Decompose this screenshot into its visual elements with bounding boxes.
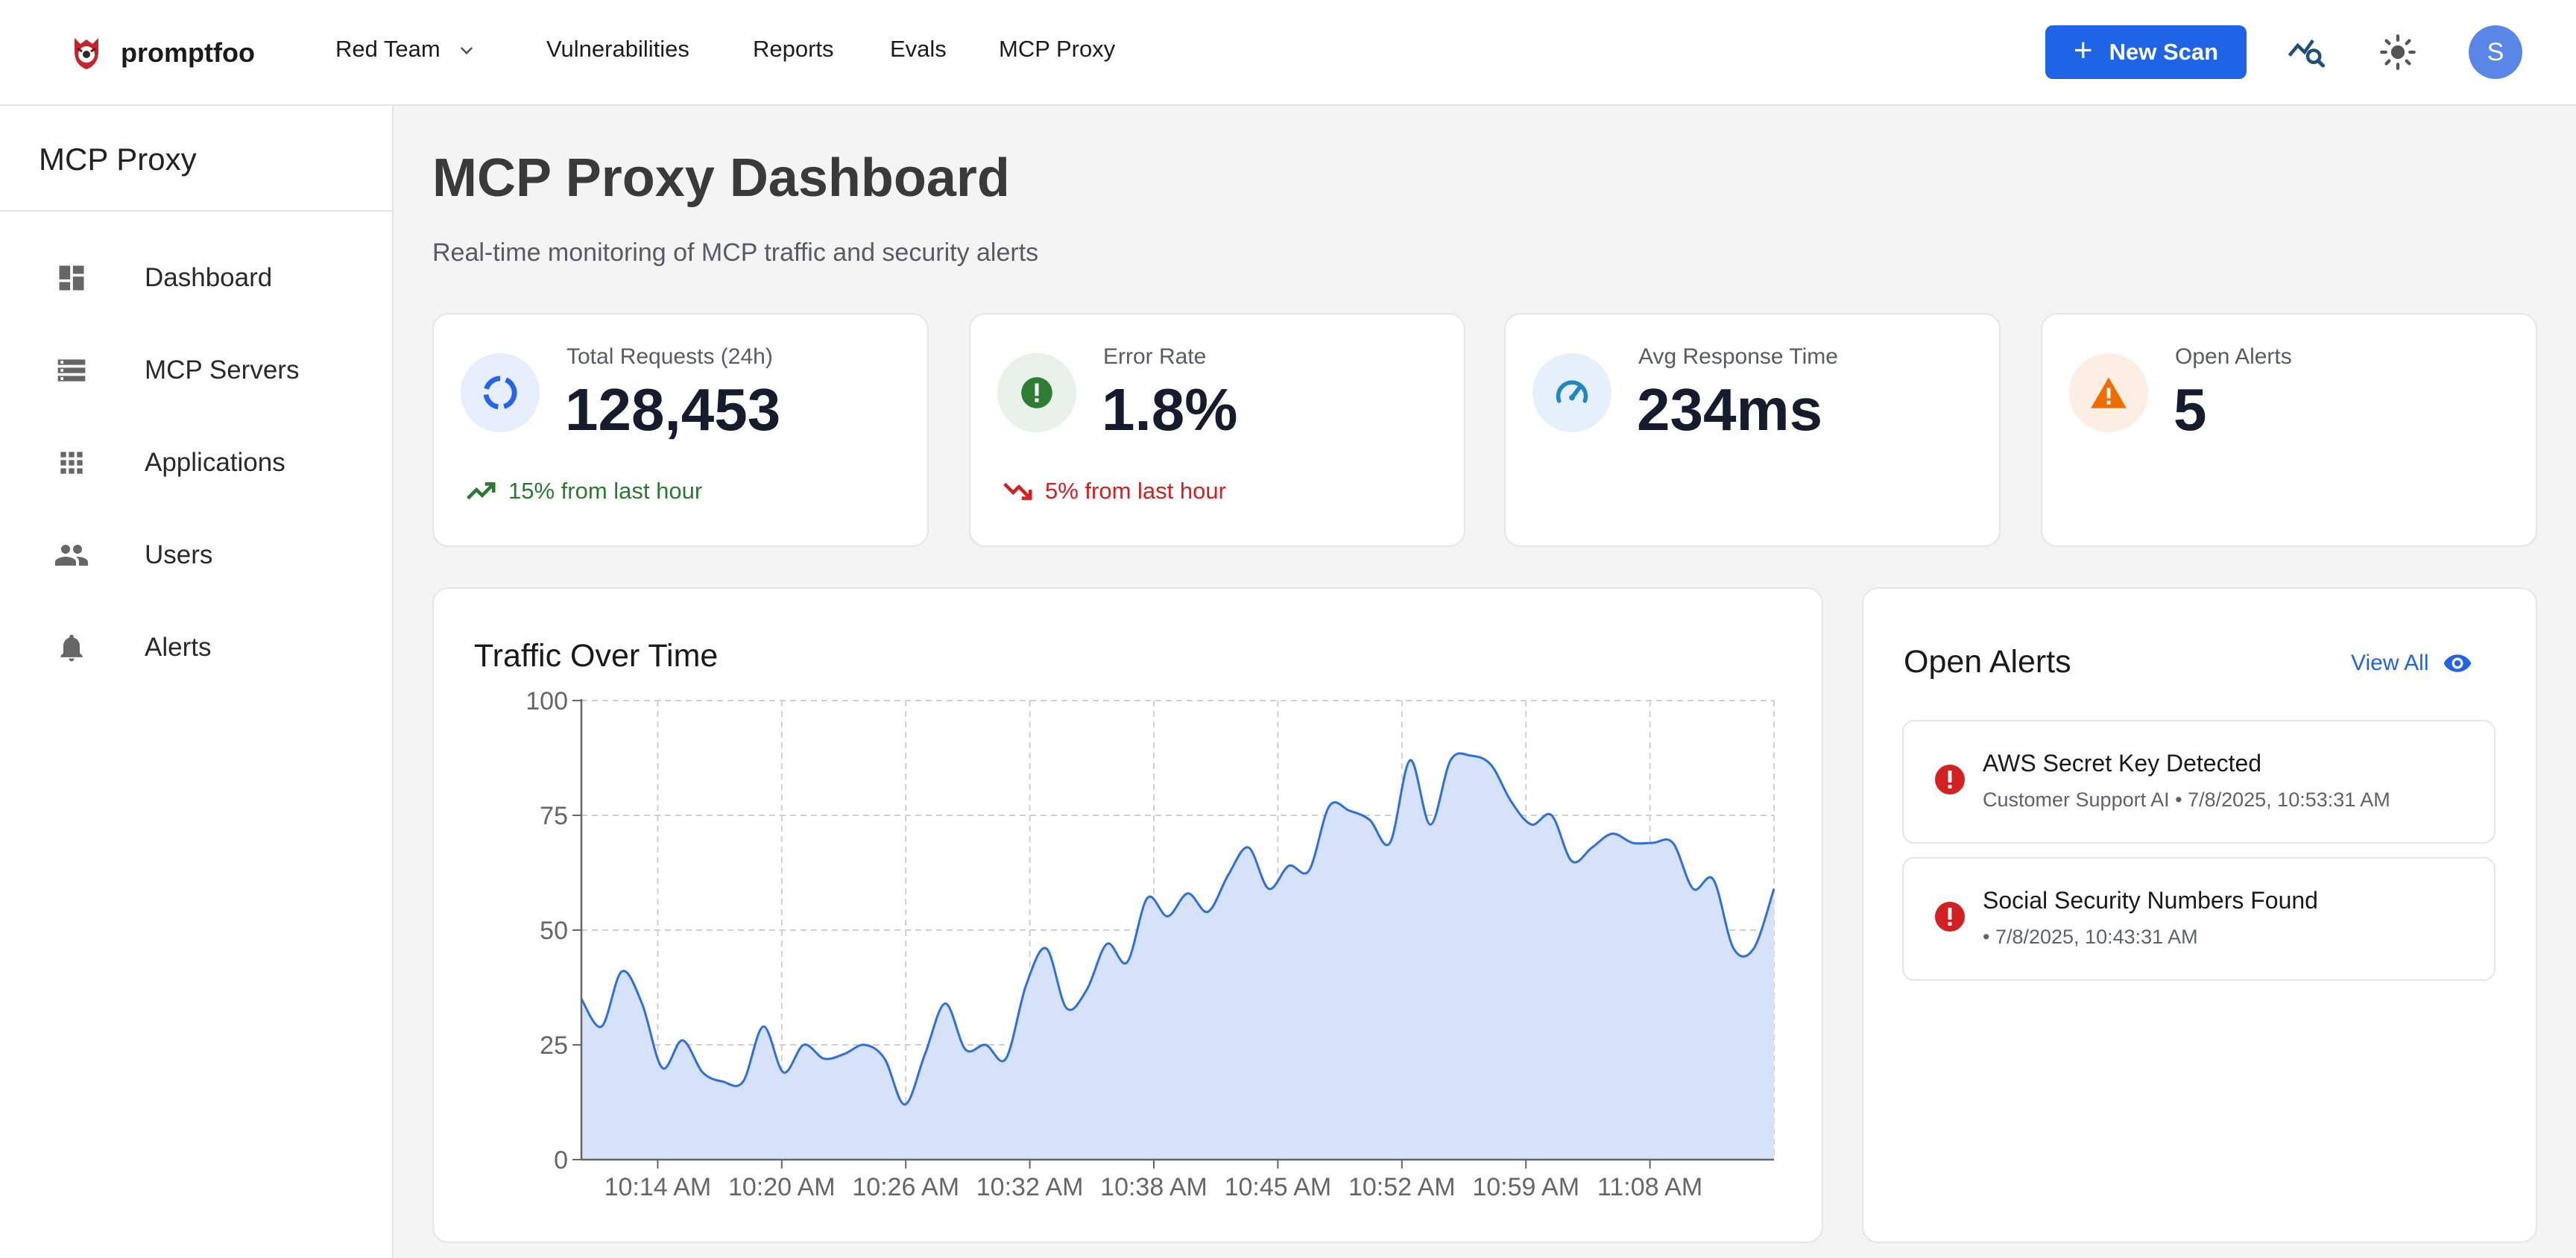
theme-toggle-button[interactable] <box>2373 27 2423 78</box>
sidebar-item-alerts[interactable]: Alerts <box>0 607 392 689</box>
chart-y-tick-label: 75 <box>540 802 568 830</box>
stat-trend-text: 15% from last hour <box>508 478 703 504</box>
sidebar-title: MCP Proxy <box>39 142 197 177</box>
sidebar-item-label: Alerts <box>145 633 212 662</box>
chart-title: Traffic Over Time <box>474 638 719 674</box>
chart-y-tick-label: 0 <box>554 1146 568 1175</box>
chart-x-tick-label: 10:32 AM <box>976 1173 1084 1201</box>
nav-vulnerabilities[interactable]: Vulnerabilities <box>546 36 689 62</box>
apps-grid-icon <box>54 445 89 481</box>
stat-trend-text: 5% from last hour <box>1045 478 1226 504</box>
stat-card-error-rate: Error Rate 1.8% 5% from last hour <box>969 313 1465 547</box>
stat-label: Open Alerts <box>2175 344 2292 369</box>
stat-trend: 15% from last hour <box>464 474 702 508</box>
stat-value: 5 <box>2174 376 2207 443</box>
user-avatar[interactable]: S <box>2469 25 2522 79</box>
sidebar-item-label: Applications <box>145 448 285 477</box>
alert-title: Social Security Numbers Found <box>1983 887 2318 914</box>
page-title: MCP Proxy Dashboard <box>432 148 1010 208</box>
error-circle-icon <box>1935 765 1965 794</box>
open-alerts-panel: Open Alerts View All AWS Secret Key Dete… <box>1862 587 2537 1243</box>
chart-x-tick-label: 10:20 AM <box>728 1173 836 1201</box>
nav-mcp-proxy[interactable]: MCP Proxy <box>999 36 1116 62</box>
nav-red-team[interactable]: Red Team <box>335 36 476 63</box>
chevron-down-icon <box>461 47 473 54</box>
page-subtitle: Real-time monitoring of MCP traffic and … <box>432 238 1039 267</box>
bell-icon <box>54 630 89 666</box>
chart-search-icon <box>2288 39 2325 68</box>
promptfoo-logo-icon <box>75 38 98 69</box>
sidebar: MCP Proxy Dashboard MCP Servers Applicat… <box>0 106 394 1258</box>
view-all-label: View All <box>2351 651 2429 675</box>
chart-x-tick-label: 10:52 AM <box>1348 1173 1456 1201</box>
eye-icon <box>2443 654 2471 672</box>
chart-area-fill <box>581 753 1774 1160</box>
warning-icon <box>2069 353 2148 432</box>
stat-label: Total Requests (24h) <box>566 344 773 369</box>
stat-card-total-requests: Total Requests (24h) 128,453 15% from la… <box>432 313 929 547</box>
traffic-chart: 0 25 50 75 100 10:14 AM 10:20 AM 10:26 AM 10:32 … <box>525 687 1775 1201</box>
new-scan-label: New Scan <box>2109 39 2219 65</box>
alert-title: AWS Secret Key Detected <box>1983 750 2262 777</box>
alert-item[interactable]: Social Security Numbers Found • 7/8/2025… <box>1902 857 2496 981</box>
nav-red-team-label: Red Team <box>335 36 441 62</box>
chart-y-tick-label: 25 <box>540 1031 568 1060</box>
chart-y-tick-label: 50 <box>540 917 568 945</box>
sun-icon <box>2380 34 2416 70</box>
sidebar-item-label: Dashboard <box>145 263 273 292</box>
speedometer-icon <box>1532 353 1611 432</box>
chart-x-tick-label: 10:14 AM <box>604 1173 712 1201</box>
users-icon <box>54 537 89 573</box>
chart-y-tick-label: 100 <box>525 687 568 715</box>
chart-x-tick-label: 10:38 AM <box>1100 1173 1208 1201</box>
chart-x-tick-label: 10:26 AM <box>852 1173 959 1201</box>
sidebar-item-label: MCP Servers <box>145 355 300 385</box>
chart-x-tick-label: 11:08 AM <box>1597 1173 1702 1201</box>
sidebar-item-label: Users <box>145 540 213 569</box>
stat-value: 1.8% <box>1102 376 1238 443</box>
stat-card-open-alerts: Open Alerts 5 <box>2041 313 2537 547</box>
loading-ring-icon <box>461 353 540 432</box>
nav-evals[interactable]: Evals <box>890 36 947 62</box>
chart-x-tick-label: 10:45 AM <box>1225 1173 1332 1201</box>
error-circle-icon <box>1935 902 1965 932</box>
sidebar-item-mcp-servers[interactable]: MCP Servers <box>0 329 392 411</box>
alert-meta: • 7/8/2025, 10:43:31 AM <box>1983 926 2198 948</box>
view-all-link[interactable]: View All <box>2351 648 2472 678</box>
sidebar-item-applications[interactable]: Applications <box>0 422 392 504</box>
stat-label: Avg Response Time <box>1638 344 1838 369</box>
server-icon <box>54 353 89 388</box>
sidebar-item-dashboard[interactable]: Dashboard <box>0 237 392 319</box>
stat-label: Error Rate <box>1103 344 1207 369</box>
alert-meta: Customer Support AI • 7/8/2025, 10:53:31… <box>1983 788 2390 811</box>
error-circle-icon <box>997 353 1076 432</box>
top-navigation-bar: promptfoo Red Team Vulnerabilities Repor… <box>0 0 2576 106</box>
stat-value: 234ms <box>1637 376 1823 443</box>
new-scan-button[interactable]: + New Scan <box>2045 25 2247 79</box>
brand[interactable]: promptfoo <box>66 30 255 76</box>
chart-x-tick-label: 10:59 AM <box>1472 1173 1579 1201</box>
model-audit-button[interactable] <box>2281 27 2332 78</box>
sidebar-item-users[interactable]: Users <box>0 514 392 596</box>
trending-up-icon <box>467 482 496 500</box>
stat-card-avg-response-time: Avg Response Time 234ms <box>1504 313 2001 547</box>
traffic-chart-panel: Traffic Over Time 0 25 50 75 100 10:14 AM 10:2… <box>432 587 1823 1243</box>
brand-name: promptfoo <box>121 37 255 68</box>
alert-item[interactable]: AWS Secret Key Detected Customer Support… <box>1902 720 2496 844</box>
sidebar-divider <box>0 210 392 212</box>
nav-reports[interactable]: Reports <box>753 36 834 62</box>
alerts-title: Open Alerts <box>1904 644 2071 680</box>
plus-icon: + <box>2073 32 2093 69</box>
trending-down-icon <box>1003 482 1032 500</box>
stat-trend: 5% from last hour <box>1000 474 1226 508</box>
dashboard-icon <box>54 260 89 296</box>
stat-value: 128,453 <box>565 376 781 443</box>
